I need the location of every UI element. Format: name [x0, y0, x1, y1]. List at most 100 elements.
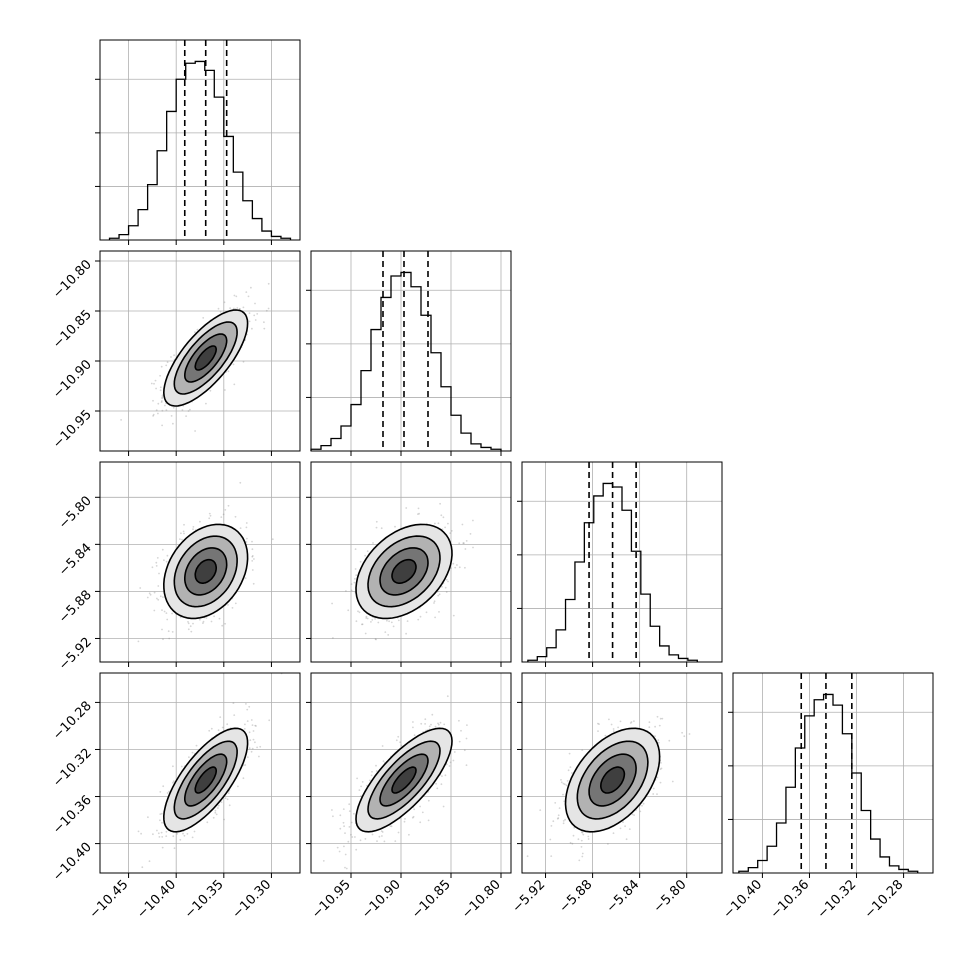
sample-point	[267, 307, 270, 310]
sample-point	[252, 582, 255, 585]
contour-line	[173, 321, 238, 395]
sample-point	[560, 781, 563, 784]
density-fill	[174, 322, 238, 394]
density-fill	[174, 536, 238, 607]
sample-point	[254, 302, 256, 305]
contour-line	[379, 753, 429, 807]
sample-point	[251, 555, 254, 557]
sample-point	[558, 807, 561, 809]
panel-frame	[310, 672, 512, 874]
sample-point	[566, 780, 569, 782]
x-tick-label: −10.40	[134, 877, 179, 922]
sample-point	[153, 609, 156, 612]
y-tick-label: −10.90	[50, 357, 95, 402]
sample-point	[251, 540, 253, 543]
sample-point	[182, 530, 185, 533]
sample-point	[153, 591, 156, 594]
sample-point	[245, 541, 248, 543]
sample-point	[248, 747, 251, 750]
x-tick-label: −10.85	[409, 877, 454, 922]
sample-point	[441, 775, 443, 777]
sample-point	[256, 746, 258, 749]
sample-point	[434, 522, 436, 525]
panel-frame	[99, 672, 301, 874]
sample-point	[424, 723, 426, 725]
x-tick-label: −5.92	[510, 877, 549, 916]
sample-point	[425, 611, 428, 614]
sample-point	[157, 585, 160, 587]
sample-point	[633, 720, 635, 722]
sample-point	[183, 523, 185, 526]
sample-point	[388, 620, 390, 623]
sample-point	[187, 622, 190, 625]
sample-point	[355, 574, 358, 576]
sample-point	[458, 542, 461, 545]
contour-line	[184, 753, 228, 807]
sample-point	[659, 768, 662, 771]
sample-point	[148, 592, 151, 595]
sample-point	[192, 526, 195, 528]
sample-point	[641, 804, 643, 807]
sample-point	[160, 365, 163, 368]
sample-point	[440, 514, 443, 517]
sample-point	[412, 721, 414, 723]
sample-point	[412, 815, 415, 818]
sample-point	[587, 835, 590, 838]
sample-point	[434, 616, 436, 619]
sample-point	[163, 559, 165, 562]
sample-point	[571, 772, 573, 774]
scatter-panel-3-1: −10.95 −10.90 −10.85 −10.80	[306, 672, 512, 922]
sample-point	[196, 328, 199, 331]
contour-line	[379, 547, 429, 596]
sample-point	[154, 379, 157, 382]
sample-point	[456, 564, 458, 566]
sample-point	[437, 594, 440, 597]
sample-point	[185, 415, 188, 417]
panel-content	[311, 673, 511, 873]
sample-point	[660, 767, 663, 770]
sample-point	[188, 756, 190, 759]
sample-point	[179, 838, 182, 841]
sample-point	[604, 734, 607, 737]
sample-point	[344, 866, 346, 869]
sample-point	[369, 779, 371, 782]
sample-point	[460, 729, 462, 732]
sample-point	[344, 832, 346, 834]
sample-point	[395, 739, 398, 742]
density-fill	[184, 547, 227, 595]
contour-line	[367, 740, 441, 820]
sample-point	[159, 819, 161, 822]
y-tick-label: −10.80	[50, 257, 95, 302]
sample-point	[202, 622, 204, 624]
panel-frame	[99, 461, 301, 663]
sample-point	[219, 716, 222, 718]
contour-line	[173, 740, 238, 820]
y-tick-label: −5.80	[56, 494, 95, 533]
sample-point	[562, 793, 564, 796]
panel-content	[522, 673, 722, 873]
contour-line	[173, 535, 238, 608]
sample-point	[189, 625, 192, 628]
sample-point	[214, 811, 217, 814]
panel-content	[100, 673, 300, 873]
sample-point	[205, 617, 208, 619]
sample-point	[246, 537, 248, 540]
panel-frame	[521, 672, 723, 874]
y-tick-label: −10.40	[50, 840, 95, 885]
sample-point	[179, 538, 181, 540]
sample-point	[180, 532, 182, 535]
sample-point	[155, 409, 158, 412]
sample-point	[450, 530, 453, 532]
sample-point	[365, 615, 368, 618]
sample-point	[399, 741, 401, 744]
sample-point	[202, 317, 205, 319]
sample-point	[255, 725, 257, 727]
sample-point	[610, 723, 613, 726]
panel-frame	[99, 250, 301, 452]
sample-point	[361, 781, 364, 783]
sample-point	[199, 618, 201, 621]
density-fill	[380, 547, 428, 595]
sample-point	[205, 402, 207, 405]
sample-point	[214, 809, 217, 812]
sample-point	[139, 587, 142, 589]
